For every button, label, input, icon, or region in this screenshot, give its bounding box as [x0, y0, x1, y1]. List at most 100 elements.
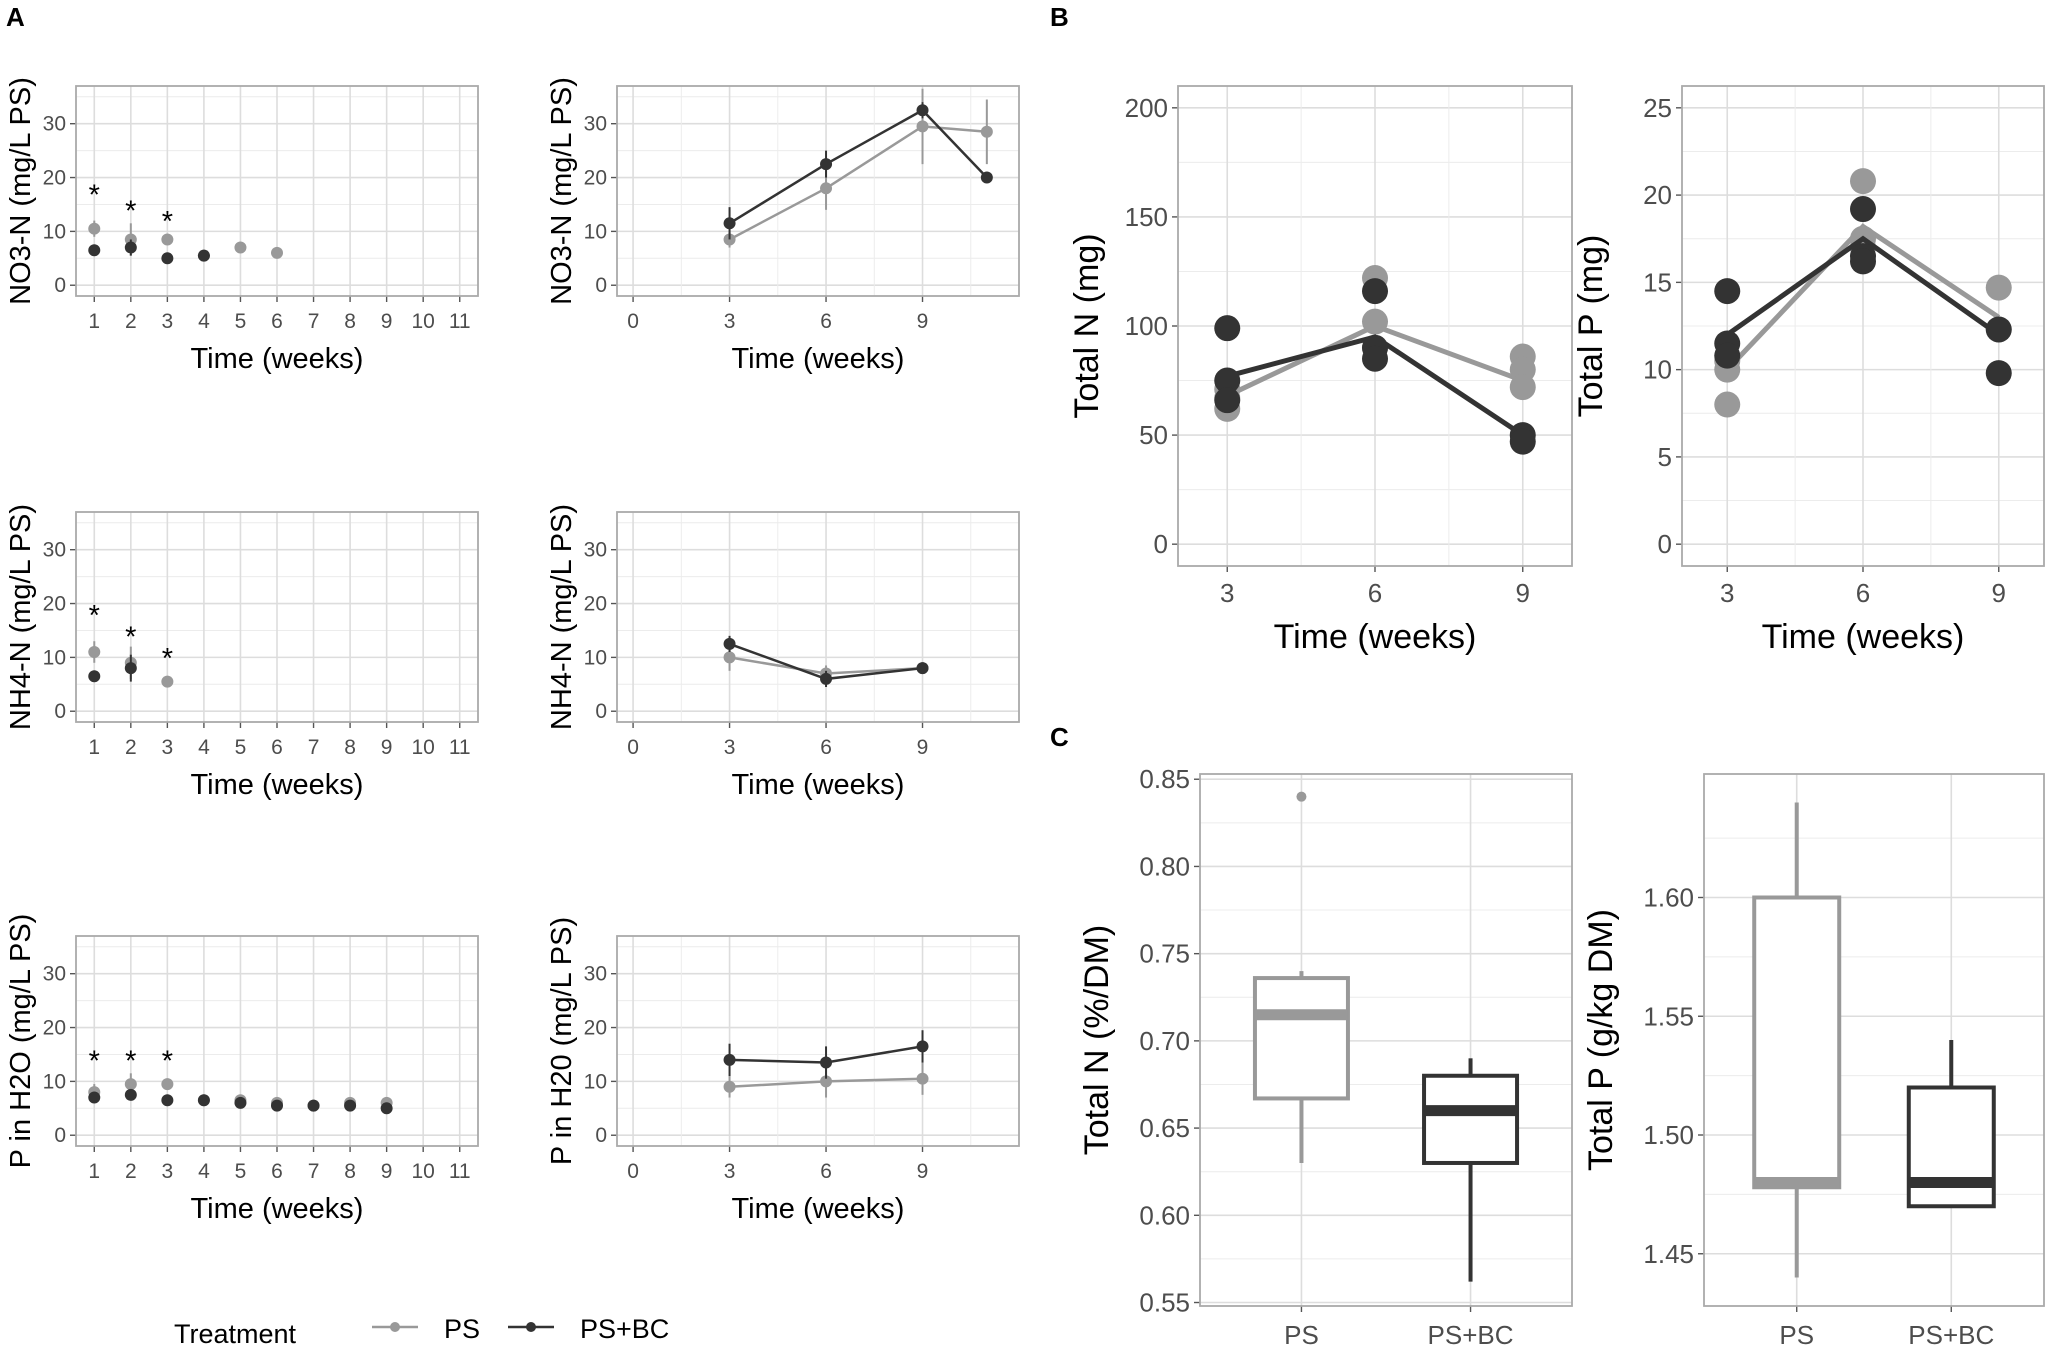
y-tick-label-b1: 0: [1154, 529, 1168, 559]
x-tick-label-a1: 11: [449, 310, 471, 333]
y-tick-label-a5: 0: [54, 1124, 66, 1147]
data-point-ps-a4: [723, 651, 736, 664]
plot-background-a6: [617, 936, 1019, 1146]
data-point-psbc-b2: [1714, 278, 1741, 305]
plot-b2: 0 5 10 15 20 25 3 6 9 Time (weeks) Total P (mg): [1572, 85, 2045, 656]
y-tick-label-b2: 15: [1643, 267, 1672, 297]
data-point-psbc-a5: [271, 1099, 283, 1112]
y-tick-label-a2: 20: [584, 167, 607, 190]
y-tick-label-b1: 150: [1125, 202, 1168, 232]
plot-a1: 0 10 20 30 1 2 3 4 5 6 7 8 9 10 11 Time (weeks) NO3-N (m…: [5, 77, 479, 375]
y-tick-label-c1: 0.85: [1139, 764, 1190, 794]
plot-frame-b2: [1681, 85, 2045, 567]
x-tick-label-a4: 3: [724, 736, 736, 759]
data-point-psbc-a2: [980, 171, 993, 184]
data-point-psbc-b1: [1362, 278, 1388, 305]
y-tick-label-a6: 0: [595, 1124, 607, 1147]
y-tick-label-a4: 0: [595, 700, 607, 723]
x-axis-title-b1: Time (weeks): [1274, 618, 1477, 656]
data-point-psbc-a6: [820, 1056, 833, 1069]
data-point-psbc-a4: [723, 637, 736, 650]
y-tick-label-a3: 0: [54, 700, 66, 723]
data-point-ps-a3: [88, 646, 101, 658]
y-tick-label-c2: 1.55: [1643, 1001, 1694, 1031]
significance-marker-a5: *: [125, 1045, 136, 1077]
y-tick-label-c2: 1.50: [1643, 1120, 1694, 1150]
plot-background-a2: [617, 86, 1019, 296]
data-point-psbc-a5: [161, 1094, 174, 1107]
data-point-psbc-a3: [88, 670, 101, 683]
x-tick-label-a5: 5: [235, 1160, 247, 1183]
y-tick-label-a1: 10: [43, 220, 66, 243]
x-tick-label-a3: 10: [412, 736, 435, 759]
series-line-psbc-a2: [728, 108, 988, 225]
data-point-ps-a1: [161, 233, 174, 246]
x-tick-label-c2: PS: [1779, 1320, 1814, 1350]
data-point-ps-a6: [820, 1075, 833, 1088]
panel-label-c: C: [1050, 722, 1069, 752]
data-point-psbc-a6: [723, 1053, 736, 1066]
y-tick-label-a2: 10: [584, 220, 607, 243]
data-point-ps-a2: [820, 182, 833, 195]
plot-frame-a1: [75, 85, 479, 297]
significance-marker-a5: *: [89, 1045, 100, 1077]
data-point-psbc-a5: [197, 1094, 210, 1107]
x-tick-label-a2: 3: [724, 310, 736, 333]
x-tick-label-c1: PS+BC: [1428, 1320, 1514, 1350]
y-axis-title-b2: Total P (mg): [1572, 235, 1610, 418]
data-point-ps-a5: [161, 1078, 174, 1091]
x-tick-label-b2: 9: [1992, 578, 2006, 608]
y-tick-label-a1: 20: [43, 167, 66, 190]
data-point-psbc-b2: [1850, 248, 1876, 275]
plot-b1: 0 50 100 150 200 3 6 9 Time (weeks) Total N (mg): [1068, 85, 1573, 656]
data-point-psbc-a3: [124, 662, 137, 675]
x-tick-label-a5: 11: [449, 1160, 471, 1183]
y-tick-label-a4: 10: [584, 646, 607, 669]
data-point-psbc-b2: [1985, 360, 2012, 387]
plot-frame-a5: [75, 935, 479, 1147]
y-tick-label-a2: 0: [595, 274, 607, 297]
x-axis-title-a3: Time (weeks): [191, 769, 364, 801]
plot-frame-c2: [1703, 773, 2045, 1307]
plot-frame-a6: [616, 935, 1020, 1147]
data-point-psbc-a5: [307, 1099, 320, 1112]
x-tick-label-a3: 9: [381, 736, 393, 759]
x-tick-label-a2: 9: [917, 310, 929, 333]
y-tick-label-a6: 30: [584, 963, 607, 986]
y-axis-title-a4: NH4-N (mg/L PS): [546, 504, 578, 730]
x-tick-label-a6: 6: [820, 1160, 832, 1183]
box-psbc-c2: [1906, 1085, 1996, 1209]
x-tick-label-a4: 6: [820, 736, 832, 759]
plot-a5: 0 10 20 30 1 2 3 4 5 6 7 8 9 10 11 Time (weeks) P in H2O…: [5, 914, 479, 1225]
x-tick-label-a1: 10: [412, 310, 435, 333]
y-tick-label-c1: 0.65: [1139, 1113, 1190, 1143]
y-tick-label-b2: 10: [1643, 355, 1672, 385]
plot-c2: 1.45 1.50 1.55 1.60 PS PS+BC Total P (g/kg DM): [1582, 773, 2045, 1350]
x-tick-label-a6: 0: [627, 1160, 639, 1183]
plot-a4: 0 10 20 30 0 3 6 9 Time (weeks) NH4-N (mg/L PS): [546, 504, 1020, 801]
x-tick-label-a1: 9: [381, 310, 393, 333]
plot-a2: 0 10 20 30 0 3 6 9 Time (weeks) NO3-N (mg/L PS): [546, 77, 1020, 375]
plot-frame-a3: [75, 511, 479, 723]
y-tick-label-c1: 0.60: [1139, 1200, 1190, 1230]
data-point-ps-a6: [723, 1080, 736, 1093]
y-axis-title-b1: Total N (mg): [1068, 233, 1106, 418]
legend-ps-label: PS: [444, 1314, 480, 1344]
x-axis-title-a2: Time (weeks): [732, 343, 905, 375]
legend-psbc-marker: [526, 1322, 536, 1332]
x-tick-label-a5: 8: [344, 1160, 356, 1183]
plot-background-a4: [617, 512, 1019, 722]
y-axis-title-a2: NO3-N (mg/L PS): [546, 77, 578, 305]
significance-marker-a3: *: [162, 643, 173, 675]
x-tick-label-a1: 2: [125, 310, 137, 333]
x-tick-label-a5: 3: [162, 1160, 174, 1183]
data-point-psbc-b1: [1509, 428, 1536, 455]
outlier-point-ps-c1: [1296, 791, 1307, 802]
plot-a3: 0 10 20 30 1 2 3 4 5 6 7 8 9 10 11 Time (weeks) NH4-N (m…: [5, 504, 479, 801]
x-tick-label-a3: 3: [162, 736, 174, 759]
y-tick-label-a6: 10: [584, 1070, 607, 1093]
y-tick-label-b2: 0: [1658, 529, 1672, 559]
legend-title: Treatment: [174, 1319, 297, 1349]
data-point-psbc-a1: [88, 244, 101, 257]
data-point-ps-b1: [1509, 374, 1536, 401]
